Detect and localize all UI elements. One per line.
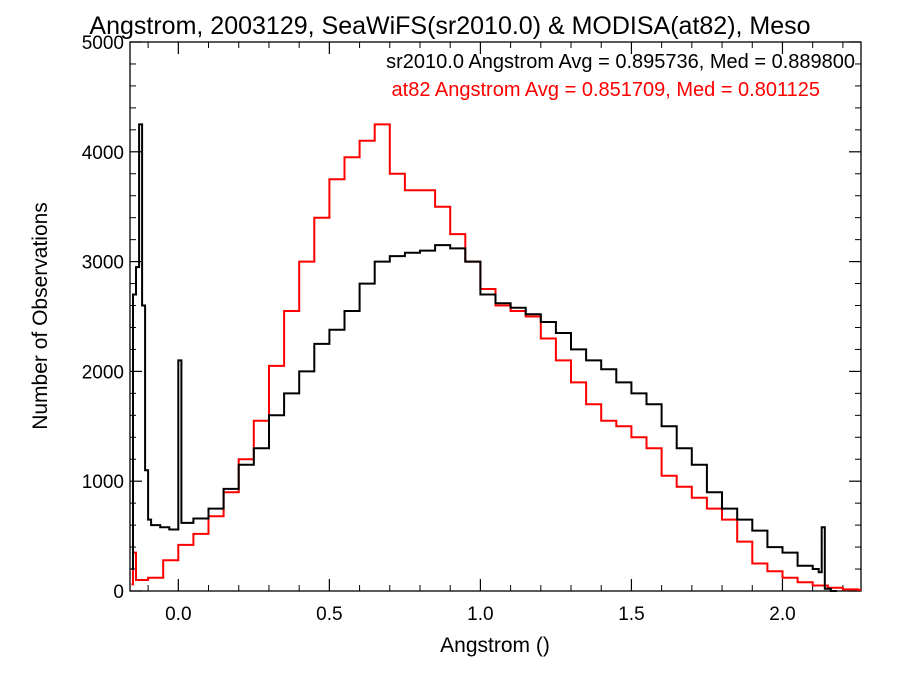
y-tick-label: 3000 [82, 253, 124, 274]
x-axis: 0.0 0.5 1.0 1.5 2.0 [147, 42, 844, 625]
x-tick-label: 1.0 [467, 604, 493, 625]
series-at82-line [131, 123, 861, 591]
stat-annotation-sr2010: sr2010.0 Angstrom Avg = 0.895736, Med = … [386, 51, 855, 73]
x-tick-label: 1.5 [618, 604, 644, 625]
chart-title: Angstrom, 2003129, SeaWiFS(sr2010.0) & M… [89, 12, 810, 40]
x-tick-label: 2.0 [769, 604, 795, 625]
y-axis: 0 1000 2000 3000 4000 5000 [82, 33, 861, 603]
x-tick-label: 0.5 [316, 604, 342, 625]
y-axis-label: Number of Observations [29, 202, 52, 430]
stat-annotation-at82: at82 Angstrom Avg = 0.851709, Med = 0.80… [392, 79, 820, 101]
x-tick-label: 0.0 [165, 604, 191, 625]
series-sr2010-line [131, 123, 837, 592]
y-tick-label: 0 [113, 582, 124, 603]
plot-frame [129, 41, 862, 592]
series-layer [131, 123, 861, 592]
y-tick-label: 5000 [82, 33, 124, 54]
y-tick-label: 1000 [82, 472, 124, 493]
y-tick-label: 4000 [82, 143, 124, 164]
y-tick-label: 2000 [82, 362, 124, 383]
x-axis-label: Angstrom () [440, 634, 550, 657]
